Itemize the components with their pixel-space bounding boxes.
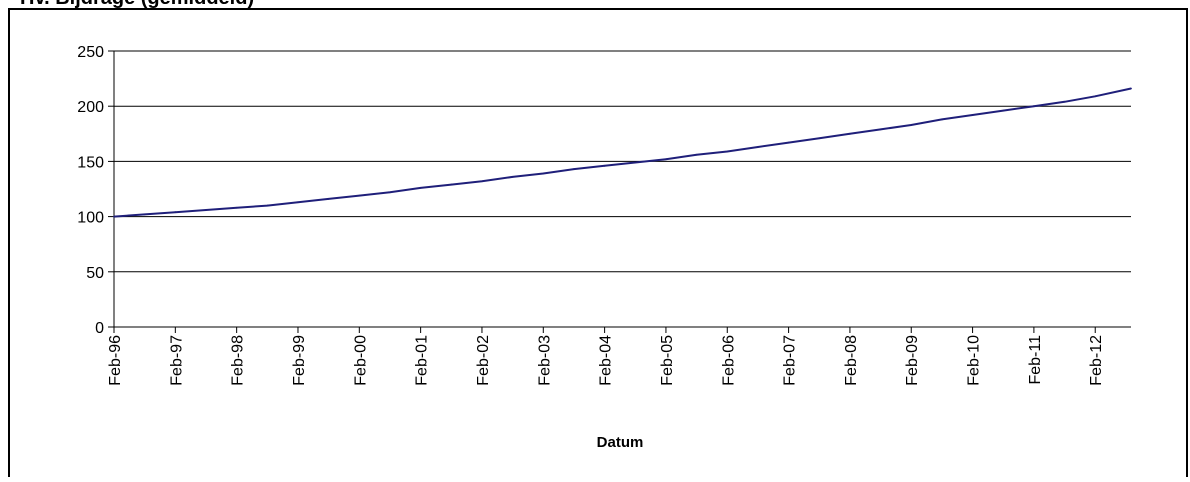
data-point bbox=[358, 194, 361, 197]
data-point bbox=[542, 172, 545, 175]
data-point bbox=[726, 150, 729, 153]
x-tick-label: Feb-12 bbox=[1088, 335, 1105, 386]
data-point bbox=[665, 158, 667, 161]
data-point bbox=[1063, 100, 1066, 103]
data-point bbox=[818, 137, 821, 140]
data-point bbox=[603, 164, 606, 167]
y-tick-label: 150 bbox=[77, 154, 104, 171]
data-point bbox=[113, 215, 115, 218]
y-tick-label: 250 bbox=[77, 44, 104, 61]
gridlines bbox=[114, 50, 1131, 273]
data-point bbox=[174, 211, 177, 214]
data-point bbox=[205, 209, 207, 211]
x-tick-label: Feb-10 bbox=[966, 335, 983, 386]
data-point bbox=[511, 175, 514, 178]
x-tick-label: Feb-02 bbox=[475, 335, 492, 386]
data-point bbox=[787, 141, 790, 144]
data-point bbox=[419, 186, 422, 189]
data-point bbox=[389, 191, 391, 194]
series-layer bbox=[113, 87, 1132, 218]
data-point bbox=[297, 201, 299, 204]
data-point bbox=[481, 180, 483, 183]
data-point bbox=[266, 204, 269, 207]
x-tick-label: Feb-11 bbox=[1027, 335, 1044, 385]
y-tick-label: 0 bbox=[95, 320, 104, 337]
data-point bbox=[634, 161, 637, 164]
axes: 0 50 100 150 200 250 Feb-96 Feb-97 Feb-98 Feb-99 F… bbox=[77, 44, 1131, 386]
data-point bbox=[910, 124, 913, 126]
data-point bbox=[695, 153, 698, 156]
x-tick-label: Feb-07 bbox=[782, 335, 799, 386]
data-point bbox=[450, 183, 453, 186]
data-point bbox=[941, 118, 943, 121]
x-axis-label: Datum bbox=[597, 434, 644, 451]
y-tick-label: 200 bbox=[77, 99, 104, 116]
x-tick-label: Feb-06 bbox=[720, 335, 737, 386]
x-tick-label: Feb-01 bbox=[414, 335, 431, 386]
x-tick-label: Feb-03 bbox=[536, 335, 553, 386]
data-point bbox=[1032, 105, 1035, 108]
x-tick-label: Feb-04 bbox=[598, 335, 615, 386]
data-point bbox=[327, 198, 330, 200]
data-point bbox=[757, 146, 759, 148]
data-point bbox=[879, 128, 882, 131]
data-point bbox=[849, 132, 851, 135]
data-point bbox=[1094, 95, 1097, 98]
x-tick-label: Feb-98 bbox=[230, 335, 247, 386]
x-tick-label: Feb-05 bbox=[659, 335, 676, 386]
data-point bbox=[1130, 87, 1132, 90]
series-line bbox=[113, 87, 1132, 218]
y-tick-label: 50 bbox=[86, 265, 104, 282]
x-tick-label: Feb-97 bbox=[168, 335, 185, 386]
x-tick-label: Feb-00 bbox=[352, 335, 369, 386]
data-point bbox=[573, 168, 575, 171]
x-tick-label: Feb-96 bbox=[107, 335, 124, 386]
data-point bbox=[971, 114, 974, 116]
data-point bbox=[143, 213, 146, 216]
data-point bbox=[1002, 109, 1005, 112]
chart-title: Hv. Bijdrage (gemiddeld) bbox=[20, 0, 254, 10]
x-tick-label: Feb-09 bbox=[904, 335, 921, 386]
x-tick-label: Feb-99 bbox=[291, 335, 308, 386]
data-point bbox=[235, 206, 238, 209]
y-tick-label: 100 bbox=[77, 210, 104, 227]
chart-border bbox=[8, 8, 1188, 482]
x-tick-label: Feb-08 bbox=[843, 335, 860, 386]
